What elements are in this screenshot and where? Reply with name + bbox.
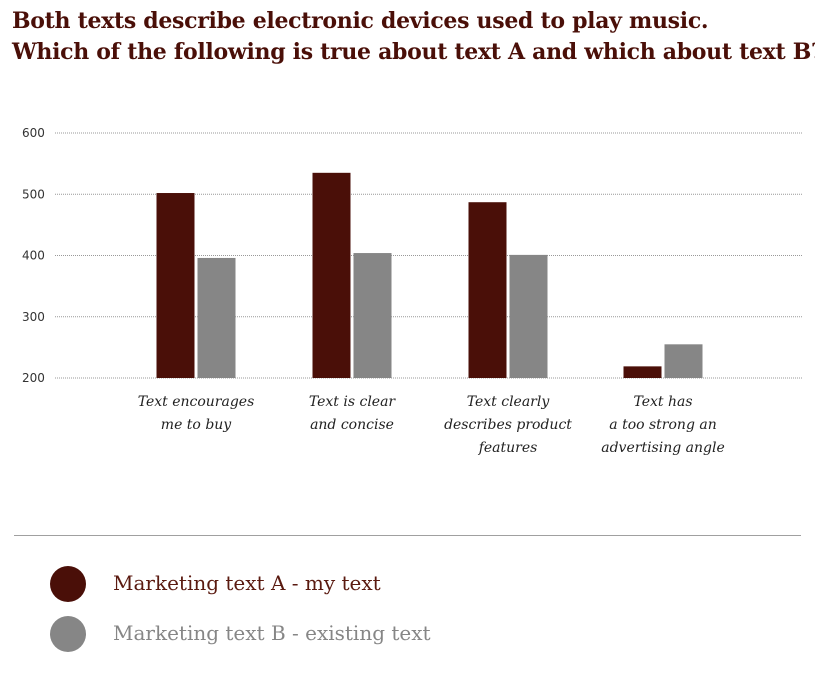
title-line-2: Which of the following is true about tex… (12, 39, 815, 65)
bar-series-a-category-3 (468, 202, 507, 378)
legend-label-series-b: Marketing text B - existing text (113, 621, 431, 645)
x-category-label-4: Text has a too strong an advertising angle (601, 394, 724, 456)
bar-series-b-category-3 (509, 254, 548, 378)
bar-chart: 600 500 400 300 200 Text encourages me to buy T… (22, 126, 803, 456)
title-line-1: Both texts describe electronic devices u… (12, 8, 709, 34)
bar-series-b-category-2 (353, 253, 392, 378)
legend-swatch-series-b (50, 616, 86, 652)
bar-series-b-category-1 (197, 257, 236, 378)
bar-series-a-category-2 (312, 172, 351, 378)
y-tick-label-500: 500 (22, 187, 45, 201)
y-tick-label-400: 400 (22, 249, 45, 263)
bar-series-b-category-4 (664, 344, 703, 378)
legend-label-series-a: Marketing text A - my text (113, 571, 381, 595)
y-tick-label-600: 600 (22, 126, 45, 140)
bar-series-a-category-1 (156, 193, 195, 378)
y-tick-label-300: 300 (22, 310, 45, 324)
chart-title: Both texts describe electronic devices u… (12, 6, 815, 68)
x-category-label-3: Text clearly describes product features (444, 394, 572, 456)
legend-swatch-series-a (50, 566, 86, 602)
bar-series-a-category-4 (623, 366, 662, 378)
x-category-label-1: Text encourages me to buy (138, 394, 255, 433)
y-tick-label-200: 200 (22, 371, 45, 385)
legend-divider (14, 535, 801, 536)
x-category-label-2: Text is clear and concise (309, 394, 397, 433)
